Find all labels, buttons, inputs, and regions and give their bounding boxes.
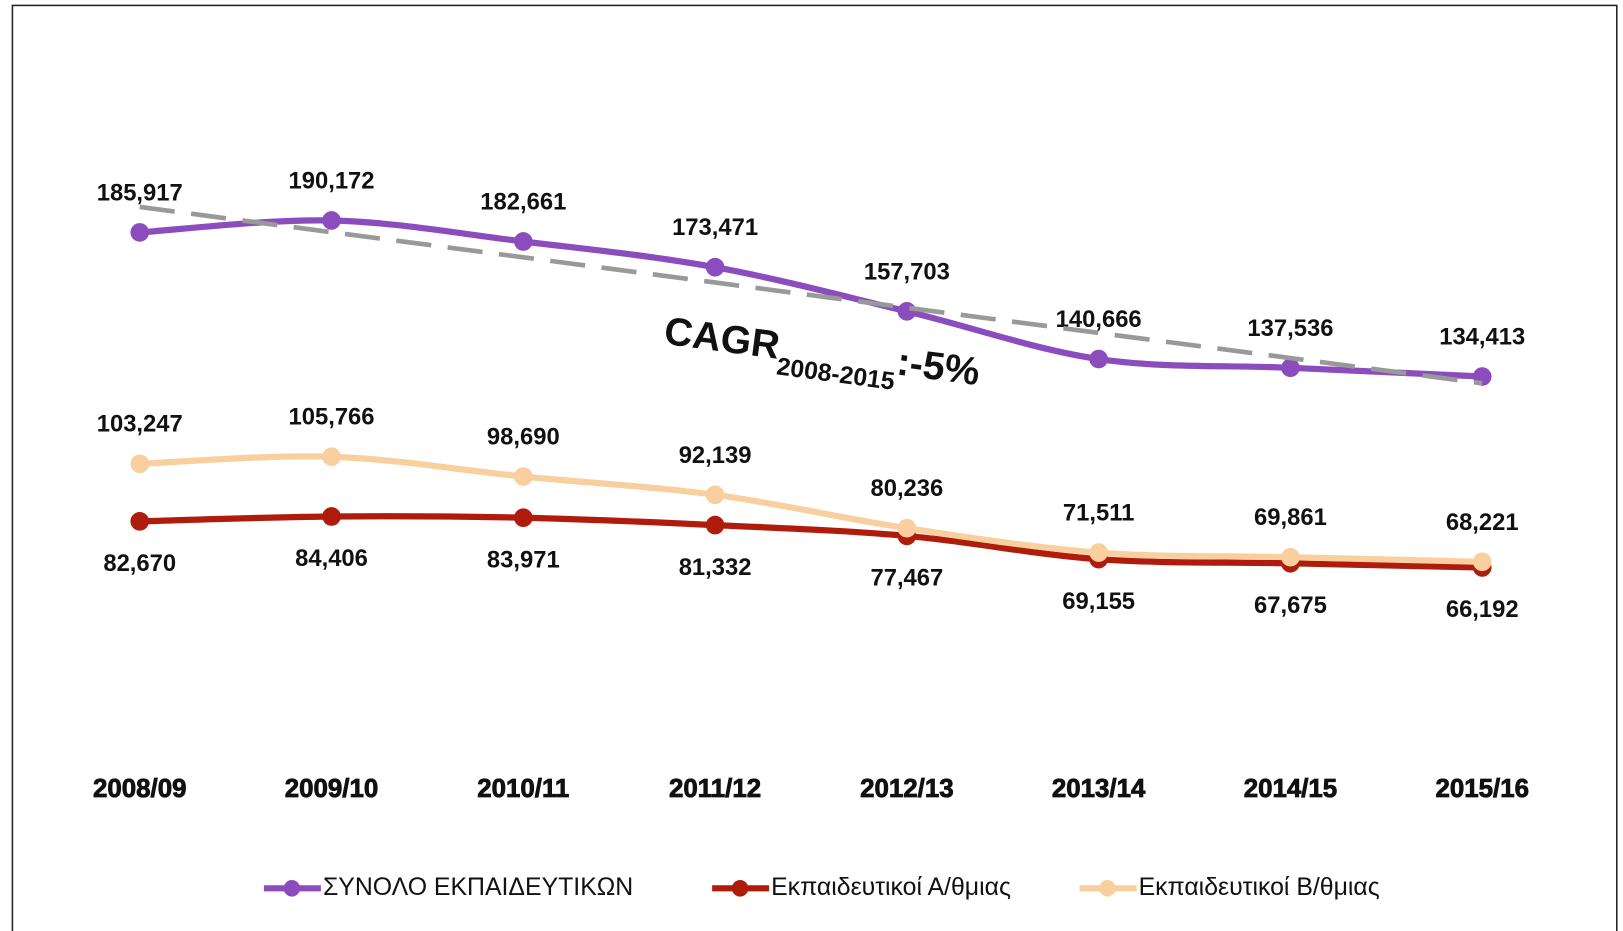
x-tick-label: 2009/10: [285, 775, 378, 803]
annotation-suffix: :-5%: [894, 340, 982, 394]
data-point: [322, 211, 341, 230]
legend-label: Εκπαιδευτικοί Α/θμιας: [771, 874, 1011, 901]
x-tick-label: 2013/14: [1052, 775, 1146, 803]
data-point: [1089, 349, 1108, 369]
data-label: 67,675: [1254, 592, 1327, 619]
data-label: 105,766: [289, 404, 375, 431]
data-point: [513, 508, 533, 528]
data-point: [130, 512, 150, 531]
data-label: 173,471: [672, 214, 758, 241]
data-label: 69,155: [1062, 588, 1135, 615]
legend-item: Εκπαιδευτικοί Α/θμιας: [712, 874, 1011, 901]
data-point: [513, 232, 533, 251]
x-tick-label: 2008/09: [93, 775, 186, 803]
x-tick-label: 2014/15: [1244, 775, 1337, 803]
data-label: 81,332: [679, 554, 752, 581]
data-point: [513, 467, 533, 486]
data-label: 68,221: [1446, 509, 1519, 536]
data-point: [130, 454, 150, 474]
x-tick-label: 2012/13: [860, 775, 953, 803]
trend-line: [139, 204, 1483, 386]
data-point: [897, 518, 917, 538]
series-line: [139, 513, 1483, 571]
data-label: 103,247: [97, 411, 183, 438]
legend-item: Εκπαιδευτικοί Β/θμιας: [1079, 874, 1380, 901]
data-label: 66,192: [1446, 596, 1519, 623]
data-label: 185,917: [97, 179, 183, 206]
data-label: 83,971: [487, 546, 560, 573]
annotation: CAGR2008-2015:-5%: [660, 309, 983, 406]
data-point: [1281, 547, 1300, 567]
legend-marker: [731, 880, 749, 897]
data-point: [705, 515, 725, 535]
data-label: 182,661: [480, 188, 566, 215]
legend-label: Εκπαιδευτικοί Β/θμιας: [1139, 874, 1380, 901]
data-point: [705, 257, 725, 277]
data-point: [1472, 552, 1492, 572]
series-line: [139, 453, 1483, 565]
data-label: 190,172: [289, 167, 375, 194]
data-label: 69,861: [1254, 504, 1327, 531]
frame: [11, 4, 1618, 931]
legend-marker: [1099, 880, 1116, 897]
data-point: [897, 302, 917, 321]
data-label: 98,690: [487, 423, 560, 450]
x-tick-label: 2015/16: [1435, 775, 1528, 803]
data-point: [322, 507, 341, 526]
annotation-text: CAGR2008-2015:-5%: [660, 309, 982, 406]
data-label: 82,670: [103, 550, 176, 577]
data-label: 92,139: [679, 442, 752, 469]
data-point: [130, 223, 150, 242]
data-label: 134,413: [1439, 324, 1525, 351]
data-label: 71,511: [1063, 500, 1134, 527]
data-label: 137,536: [1247, 315, 1333, 342]
data-point: [1089, 543, 1108, 562]
data-label: 77,467: [870, 565, 943, 592]
data-label: 157,703: [864, 258, 950, 285]
data-point: [1281, 358, 1300, 378]
data-label: 84,406: [295, 545, 368, 572]
x-tick-label: 2010/11: [477, 775, 569, 803]
legend-marker: [283, 880, 301, 897]
data-point: [322, 447, 341, 467]
x-tick-label: 2011/12: [669, 775, 761, 803]
annotation-subscript: 2008-2015: [775, 353, 896, 395]
annotation-main: CAGR: [662, 309, 783, 368]
data-label: 80,236: [870, 475, 943, 502]
legend-item: ΣΥΝΟΛΟ ΕΚΠΑΙΔΕΥΤΙΚΩΝ: [263, 874, 633, 901]
data-point: [705, 485, 725, 505]
legend-label: ΣΥΝΟΛΟ ΕΚΠΑΙΔΕΥΤΙΚΩΝ: [323, 874, 633, 901]
series-line: [139, 217, 1483, 380]
